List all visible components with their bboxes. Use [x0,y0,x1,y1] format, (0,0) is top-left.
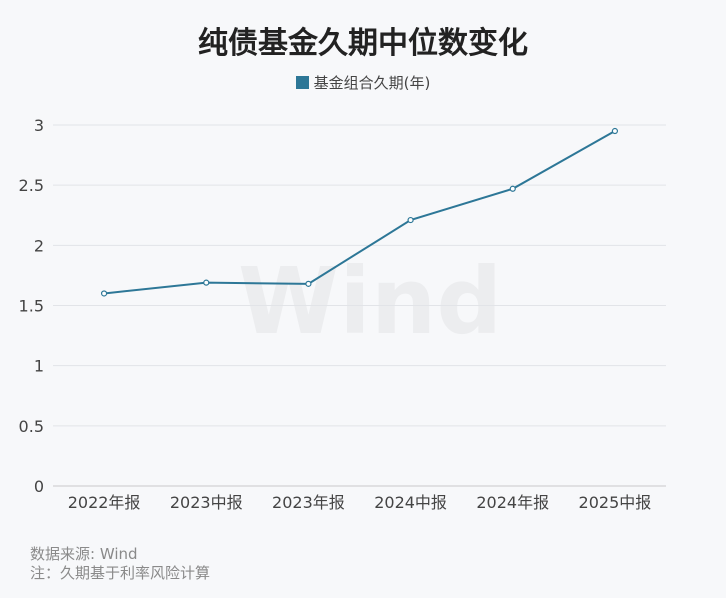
x-tick-label: 2022年报 [68,493,141,512]
data-point [509,185,516,192]
data-point [611,127,619,135]
x-tick-label: 2024中报 [374,493,447,512]
x-tick-label: 2025中报 [579,493,652,512]
x-tick-label: 2024年报 [476,493,549,512]
x-tick-label: 2023年报 [272,493,345,512]
footnote: 注：久期基于利率风险计算 [30,564,211,582]
y-tick-label: 0 [34,477,44,496]
y-tick-label: 1 [34,357,44,376]
data-point [407,216,414,224]
chart-title: 纯债基金久期中位数变化 [198,26,528,61]
data-point [100,290,108,297]
y-tick-label: 0.5 [19,417,44,436]
legend-swatch [295,76,309,89]
y-tick-label: 1.5 [19,297,44,316]
legend-label: 基金组合久期(年) [313,74,431,92]
source-note: 数据来源: Wind [30,545,138,563]
x-tick-label: 2023中报 [170,493,243,512]
y-tick-label: 2 [34,236,44,255]
watermark: Wind [238,248,502,355]
data-point [305,280,312,287]
data-point [203,279,210,286]
y-tick-label: 2.5 [19,176,44,195]
series-line [103,130,616,295]
legend: 基金组合久期(年) [0,72,726,93]
y-tick-label: 3 [34,116,44,135]
